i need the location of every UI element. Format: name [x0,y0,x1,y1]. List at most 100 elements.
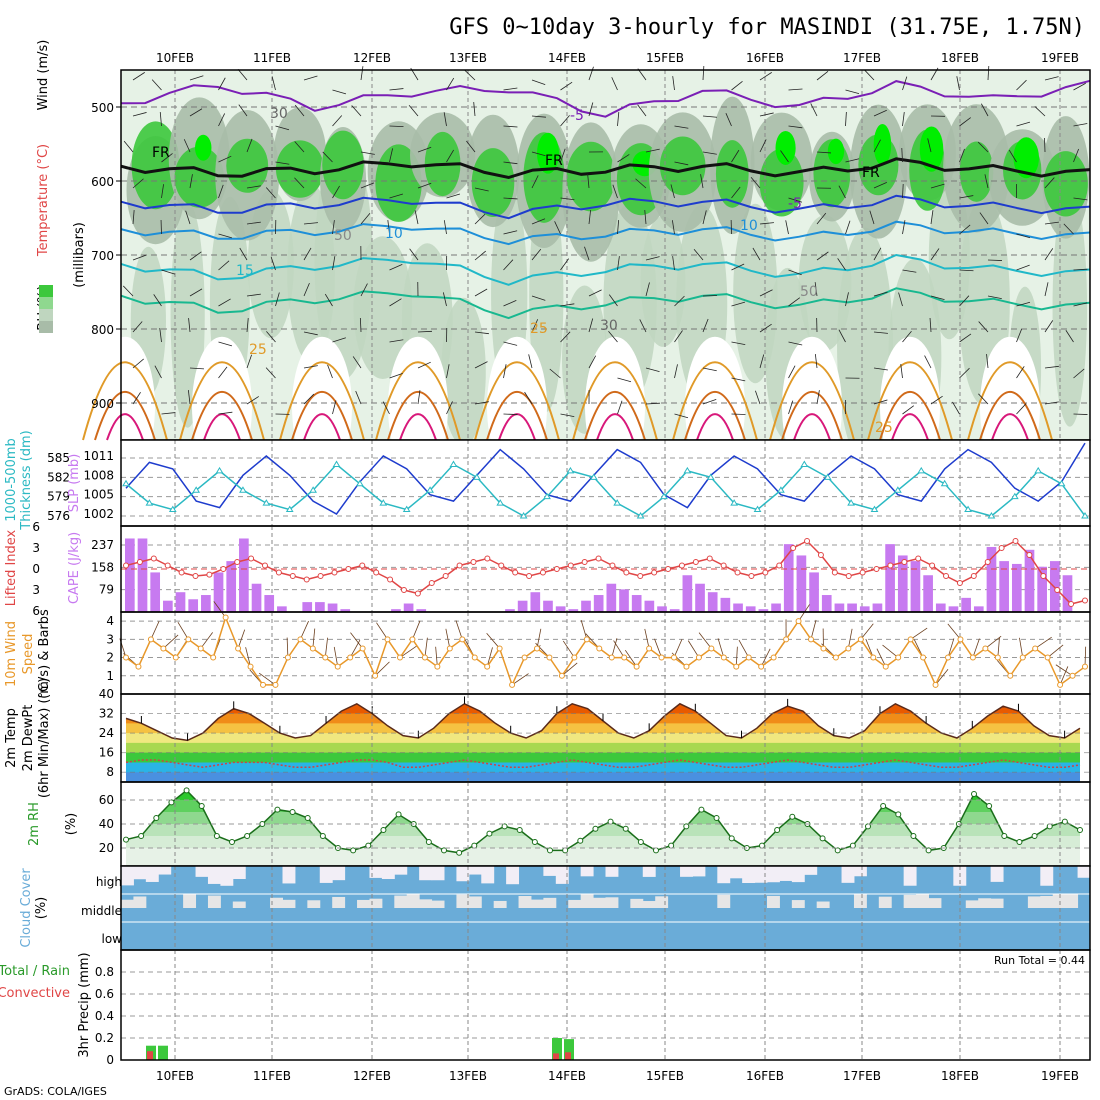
data-point [695,654,702,661]
wind-barb [810,619,817,640]
legend-swatch [39,309,53,321]
data-point [581,559,588,565]
wind-barb [760,648,771,667]
wind-barb [759,354,765,369]
wind-barb [123,140,134,153]
wind-barb [1073,148,1080,163]
top-date-label: 17FEB [843,51,881,65]
data-point [284,654,291,661]
wind-barb [702,399,717,405]
wind-barb [359,317,362,333]
wind-barb [588,355,597,369]
cape-panel: 6 3 0 3 6 79 158 237 [32,520,1091,618]
humidity-line [125,789,1081,854]
data-point [820,645,827,652]
footer-credit: GrADS: COLA/IGES [4,1085,107,1098]
data-point [235,645,242,652]
cape-tick-label: 79 [99,583,114,597]
data-point [1040,573,1047,579]
wind-barb [486,632,500,649]
data-point [678,562,685,569]
cloud-gap [1040,895,1054,908]
isotherm-line [375,361,461,441]
wind-barb [473,102,476,117]
pressure-tick-label: 500 [91,101,114,115]
isotherm-line [291,391,353,441]
wind-barb [446,77,455,91]
wind-barb [985,635,1002,649]
humidity-tick-label: 20 [99,841,114,855]
wind-barb [560,197,575,201]
wind-barb [873,181,887,189]
wind-barb [531,319,539,333]
wind-barb [759,323,772,333]
wind-barb [810,103,818,117]
wind-barb [435,646,438,667]
cloud-gap [158,866,172,875]
data-point [123,562,129,569]
cloud-gap [357,899,370,908]
data-point [932,681,939,688]
precip-tick-label: 0.8 [95,965,114,979]
wind-barb [902,330,912,343]
wind-barb [218,260,230,271]
wind-barb [1044,76,1059,81]
data-point [446,645,453,652]
isotherm-line [387,391,449,441]
cloud-gap [568,899,582,908]
cape-bar [948,606,959,612]
data-point [762,569,769,576]
bottom-date-label: 17FEB [843,1069,881,1083]
isotherm-line [120,157,1091,180]
humidity-band [151,790,1070,824]
isotherm-line [781,391,843,441]
wind-barb [693,248,704,261]
cloud-gap [878,896,892,908]
axis-title: Total / Rain [0,964,70,979]
wind-barb [355,390,362,405]
slp-tick-label: 1005 [83,488,114,502]
data-point [248,555,255,562]
cloud-gap [456,894,470,908]
data-point [1044,654,1051,661]
wind-barb [702,318,709,333]
wind-barb [902,112,905,127]
wind-barb [503,197,518,200]
cape-bar [1037,566,1047,612]
wind-barb [759,139,767,153]
top-date-label: 19FEB [1041,51,1079,65]
data-point [365,842,372,849]
cape-bar [517,600,528,612]
data-point [426,486,434,493]
cloud-gap [543,866,557,876]
wind-barb [873,291,888,297]
wind-barb [303,282,310,297]
wind-barb [639,319,647,333]
wind-barb [299,620,309,640]
data-point [459,636,466,643]
data-point [566,466,575,474]
cloud-gap [630,898,644,908]
contour-label: 25 [875,420,893,436]
pressure-tick-label: 600 [91,175,114,189]
data-point [395,811,402,818]
wind-barb [183,139,191,153]
isotherm-line [399,413,437,441]
data-point [683,663,690,670]
precip-total-bar [564,1039,574,1060]
data-point [683,466,692,474]
wind-barb [612,184,618,199]
slp-tick-label: 1011 [83,449,114,463]
lifted-tick-label: 0 [32,562,40,576]
wind-barb [486,647,493,667]
isotherm-line [303,413,341,441]
wind-barb [554,221,561,235]
wind-barb [246,185,261,189]
wind-barb [303,247,312,261]
wind-barb [644,628,650,649]
cloud-gap [853,894,867,908]
wind-barb [956,76,960,91]
wind-barb [670,184,675,199]
wind-barb [258,672,276,686]
wind-barb [997,637,1000,658]
